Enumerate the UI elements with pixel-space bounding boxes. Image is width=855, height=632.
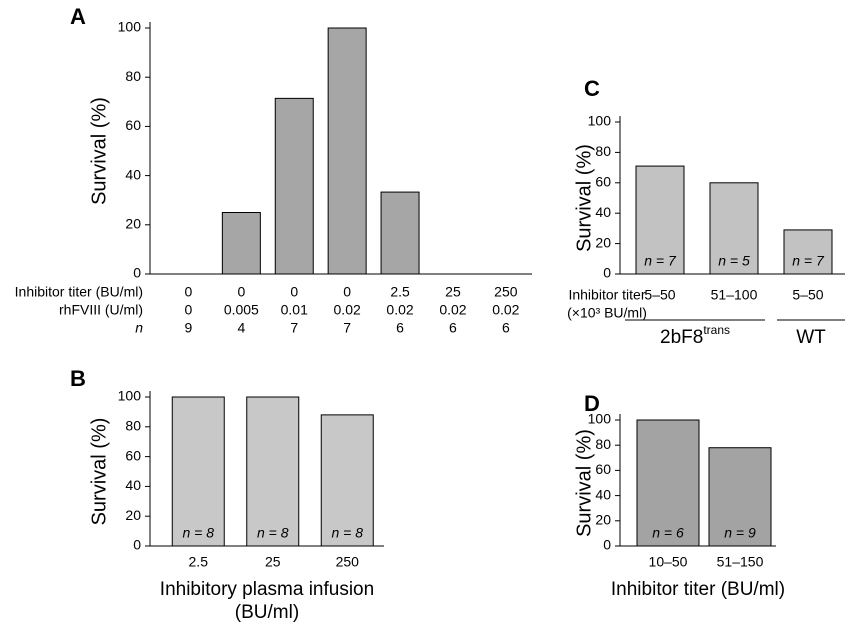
bar — [221, 212, 261, 275]
y-axis-label: Survival (%) — [573, 429, 595, 537]
y-axis-label: Survival (%) — [88, 97, 110, 205]
x-tick-label: 5–50 — [792, 287, 823, 303]
bar-label: n = 7 — [644, 253, 677, 269]
group-label: 2bF8trans — [660, 323, 730, 348]
panel-label: D — [584, 391, 600, 416]
row-value: 6 — [449, 320, 457, 336]
group-label-text: WT — [796, 327, 826, 348]
x-tick-label: 51–150 — [717, 554, 764, 570]
x-axis-label: Inhibitory plasma infusion — [160, 579, 374, 600]
x-axis-label: (BU/ml) — [235, 602, 299, 623]
row-value: 25 — [445, 284, 461, 300]
row-label: (×10³ BU/ml) — [567, 305, 647, 321]
row-value: 0 — [185, 284, 193, 300]
y-tick-label: 40 — [125, 477, 141, 493]
y-tick-label: 100 — [588, 113, 612, 129]
x-tick-label: 25 — [265, 554, 281, 570]
x-tick-label: 2.5 — [189, 554, 209, 570]
y-tick-label: 100 — [588, 411, 612, 427]
bar-label: n = 8 — [182, 525, 214, 541]
y-tick-label: 80 — [595, 436, 611, 452]
row-label: Inhibitor titer (BU/ml) — [15, 284, 143, 300]
row-value: 7 — [343, 320, 351, 336]
y-axis-label: Survival (%) — [573, 144, 595, 252]
x-tick-label: 5–50 — [644, 287, 675, 303]
bar — [636, 419, 700, 547]
y-tick-label: 20 — [125, 507, 141, 523]
bar — [327, 27, 367, 275]
bar-label: n = 6 — [652, 525, 684, 541]
bar-label: n = 5 — [718, 253, 750, 269]
y-tick-label: 60 — [125, 447, 141, 463]
row-value: 7 — [290, 320, 298, 336]
bar — [171, 396, 225, 547]
y-tick-label: 80 — [125, 418, 141, 434]
panel-label: C — [584, 76, 600, 101]
y-tick-label: 20 — [595, 512, 611, 528]
bar — [274, 97, 314, 275]
row-label: Inhibitor titer — [568, 287, 645, 303]
y-tick-label: 0 — [133, 265, 141, 281]
row-value: 9 — [185, 320, 193, 336]
row-value: 4 — [237, 320, 245, 336]
row-value: 0.01 — [281, 302, 308, 318]
bar-label: n = 8 — [257, 525, 289, 541]
y-tick-label: 100 — [118, 388, 142, 404]
row-value: 6 — [502, 320, 510, 336]
y-tick-label: 40 — [595, 486, 611, 502]
bar-label: n = 9 — [724, 525, 756, 541]
group-label: WT — [796, 327, 826, 348]
y-tick-label: 60 — [595, 174, 611, 190]
bar — [708, 447, 772, 547]
y-tick-label: 0 — [603, 265, 611, 281]
bar — [635, 165, 685, 275]
row-value: 0.02 — [492, 302, 519, 318]
panel-label: B — [70, 366, 86, 391]
y-tick-label: 0 — [133, 537, 141, 553]
bar-label: n = 7 — [792, 253, 825, 269]
row-value: 0 — [343, 284, 351, 300]
row-value: 0.02 — [334, 302, 361, 318]
bar — [380, 191, 420, 275]
y-tick-label: 40 — [125, 166, 141, 182]
row-value: 0 — [237, 284, 245, 300]
y-tick-label: 20 — [125, 216, 141, 232]
y-tick-label: 100 — [118, 19, 142, 35]
y-tick-label: 40 — [595, 204, 611, 220]
row-label: rhFVIII (U/ml) — [59, 302, 143, 318]
x-tick-label: 51–100 — [711, 287, 758, 303]
y-tick-label: 20 — [595, 234, 611, 250]
group-label-text: 2bF8 — [660, 327, 703, 348]
y-tick-label: 60 — [595, 461, 611, 477]
y-tick-label: 80 — [125, 68, 141, 84]
panel-label: A — [70, 4, 86, 29]
bar — [246, 396, 300, 547]
row-label: n — [135, 320, 143, 336]
y-tick-label: 0 — [603, 537, 611, 553]
x-tick-label: 250 — [336, 554, 360, 570]
x-axis-label: Inhibitor titer (BU/ml) — [611, 579, 785, 600]
bar-label: n = 8 — [331, 525, 363, 541]
bar — [320, 414, 374, 547]
y-tick-label: 80 — [595, 143, 611, 159]
row-value: 0.005 — [224, 302, 259, 318]
row-value: 0 — [290, 284, 298, 300]
group-label-superscript: trans — [703, 323, 730, 337]
y-axis-label: Survival (%) — [88, 418, 110, 526]
row-value: 2.5 — [390, 284, 410, 300]
y-tick-label: 60 — [125, 117, 141, 133]
row-value: 0 — [185, 302, 193, 318]
bar — [709, 182, 759, 275]
row-value: 0.02 — [439, 302, 466, 318]
bar — [783, 229, 833, 275]
row-value: 0.02 — [386, 302, 413, 318]
row-value: 250 — [494, 284, 518, 300]
x-tick-label: 10–50 — [649, 554, 688, 570]
row-value: 6 — [396, 320, 404, 336]
